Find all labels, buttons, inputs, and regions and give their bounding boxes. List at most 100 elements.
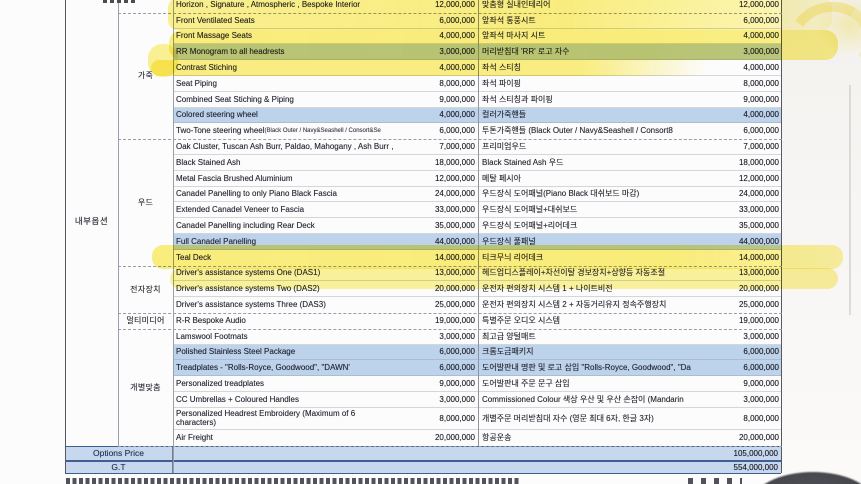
option-price-cell: 8,000,000 <box>439 413 475 423</box>
option-price-cell: 20,000,000 <box>434 432 475 442</box>
option-price2-cell: 6,000,000 <box>743 347 779 357</box>
option-name-kr-cell: 우드장식 도어패널(Piano Black 대쉬보드 마감) <box>482 189 640 199</box>
option-row: Oak Cluster, Tuscan Ash Burr, Paldao, Ma… <box>173 139 782 155</box>
grand-total-row: G.T 554,000,000 <box>65 461 781 474</box>
option-name-kr-cell: 운전자 편의장치 시스템 2 + 자동거리유지 정속주행장치 <box>482 300 667 310</box>
option-row: Combined Seat Stiching & Piping 9,000,00… <box>173 92 782 108</box>
option-name-cell: CC Umbrellas + Coloured Handles <box>176 394 299 404</box>
page-fold-line <box>849 85 851 315</box>
option-name-kr-cell: 좌석 스티칭 <box>482 63 522 73</box>
option-name-kr-cell: 크롬도금패키지 <box>482 347 534 357</box>
option-name-cell: Front Massage Seats <box>176 31 253 41</box>
grand-total-value: 554,000,000 <box>733 462 779 472</box>
option-price-cell: 7,000,000 <box>439 142 475 152</box>
option-name-cell: Front Ventilated Seats <box>176 15 255 25</box>
option-row: Black Stained Ash 18,000,000 Black Stain… <box>173 155 782 171</box>
option-name-cell: Metal Fascia Brushed Aluminium <box>176 173 293 183</box>
option-name-cell: Canadel Panelling including Rear Deck <box>176 221 315 231</box>
option-price2-cell: 3,000,000 <box>743 47 779 57</box>
option-price-cell: 4,000,000 <box>439 63 475 73</box>
option-price-cell: 13,000,000 <box>434 268 475 278</box>
option-name-kr-cell: 프리미엄우드 <box>482 142 527 152</box>
option-name-cell: Horizon , Signature , Atmospheric , Besp… <box>176 0 361 9</box>
section-divider <box>118 313 782 314</box>
option-price2-cell: 6,000,000 <box>743 126 779 136</box>
page-right-margin <box>782 0 861 484</box>
option-price-cell: 12,000,000 <box>434 0 475 9</box>
option-price2-cell: 19,000,000 <box>738 315 779 325</box>
category-cell: 우드 <box>137 197 154 207</box>
option-name-kr-cell: 머리받침대 'RR' 로고 자수 <box>482 47 570 57</box>
option-price-cell: 44,000,000 <box>434 236 475 246</box>
option-price-cell: 33,000,000 <box>434 205 475 215</box>
option-name-cell: Personalized treadplates <box>176 379 265 389</box>
cutoff-category-text-fragment <box>103 0 135 3</box>
option-row: Colored steering wheel 4,000,000 컬러가죽핸들 … <box>173 107 782 124</box>
option-name-cell: Full Canadel Panelling <box>176 236 257 246</box>
option-row: R-R Bespoke Audio 19,000,000 특별주문 오디오 시스… <box>173 313 782 329</box>
option-name-kr-cell: 우드장식 도어패널+리어데크 <box>482 221 578 231</box>
section-divider <box>118 445 782 447</box>
clipped-caption-fragment <box>66 478 521 484</box>
option-price-cell: 19,000,000 <box>434 315 475 325</box>
option-name-kr-cell: 투톤가죽핸들 (Black Outer / Navy&Seashell / Co… <box>482 126 673 136</box>
option-name-cell: Driver's assistance systems One (DAS1) <box>176 268 321 278</box>
option-name-cell: Two-Tone steering wheel (Black Outer / N… <box>176 126 381 136</box>
option-price2-cell: 12,000,000 <box>738 0 779 9</box>
option-name-cell: Seat Piping <box>176 78 217 88</box>
option-price-cell: 35,000,000 <box>434 221 475 231</box>
option-price2-cell: 3,000,000 <box>743 394 779 404</box>
grand-total-spacer <box>173 462 688 473</box>
option-name-cell: Teal Deck <box>176 252 212 262</box>
option-name-kr-cell: 앞좌석 마사지 시트 <box>482 31 546 41</box>
category-cell: 가죽 <box>137 71 154 81</box>
options-price-label: Options Price <box>65 446 173 460</box>
option-name-kr-cell: Black Stained Ash 우드 <box>482 157 564 167</box>
option-price-cell: 12,000,000 <box>434 173 475 183</box>
option-row: Air Freight 20,000,000 항공운송 20,000,000 <box>173 430 782 446</box>
option-name-kr-cell: 메탈 페시아 <box>482 173 522 183</box>
option-price-cell: 3,000,000 <box>439 331 475 341</box>
option-price2-cell: 13,000,000 <box>738 268 779 278</box>
option-price2-cell: 8,000,000 <box>743 78 779 88</box>
option-price-cell: 3,000,000 <box>439 47 475 57</box>
option-price-cell: 24,000,000 <box>434 189 475 199</box>
option-price-cell: 6,000,000 <box>439 15 475 25</box>
option-name-cell: Contrast Stiching <box>176 63 237 73</box>
option-price2-cell: 4,000,000 <box>743 63 779 73</box>
option-name-kr-cell: 헤드업디스플레이+차선이탈 경보장치+상향등 자동조절 <box>482 268 666 278</box>
option-price-cell: 8,000,000 <box>439 78 475 88</box>
option-price-cell: 4,000,000 <box>439 31 475 41</box>
option-price2-cell: 25,000,000 <box>738 300 779 310</box>
option-name-kr-cell: 앞좌석 통풍시트 <box>482 15 536 25</box>
grid-vline-right-edge <box>781 0 783 473</box>
grid-vline-korean <box>478 0 479 446</box>
option-price2-cell: 4,000,000 <box>743 31 779 41</box>
option-name-cell: Driver's assistance systems Three (DAS3) <box>176 300 326 310</box>
option-row: Extended Canadel Veneer to Fascia 33,000… <box>173 202 782 219</box>
option-name-cell: Driver's assistance systems Two (DAS2) <box>176 284 320 294</box>
option-price-cell: 14,000,000 <box>434 252 475 262</box>
option-price-cell: 6,000,000 <box>439 126 475 136</box>
grid-vline-names <box>173 0 174 473</box>
option-row: Personalized Headrest Embroidery (Maximu… <box>173 408 782 430</box>
option-name-kr-cell: 도어발판내 주문 문구 삽입 <box>482 379 570 389</box>
option-name-kr-cell: 특별주문 오디오 시스템 <box>482 315 561 325</box>
option-name-cell: Canadel Panelling to only Piano Black Fa… <box>176 189 337 199</box>
option-name-kr-cell: 티크무늬 리어데크 <box>482 252 544 262</box>
section-divider <box>118 328 782 330</box>
grid-vline-category <box>118 0 119 446</box>
option-price2-cell: 12,000,000 <box>738 173 779 183</box>
option-price2-cell: 35,000,000 <box>738 221 779 231</box>
category-cell: 개별맞춤 <box>130 382 161 392</box>
option-price2-cell: 33,000,000 <box>738 205 779 215</box>
grand-total-label: G.T <box>65 462 173 473</box>
option-price-cell: 9,000,000 <box>439 94 475 104</box>
grid-vline-left-edge <box>65 0 67 474</box>
option-price-cell: 3,000,000 <box>439 394 475 404</box>
option-price-cell: 18,000,000 <box>434 157 475 167</box>
option-name-kr-cell: Commissioned Colour 색상 우산 및 우산 손잡이 (Mand… <box>482 394 684 404</box>
option-name-cell: Combined Seat Stiching & Piping <box>176 94 294 104</box>
option-price2-cell: 3,000,000 <box>743 331 779 341</box>
